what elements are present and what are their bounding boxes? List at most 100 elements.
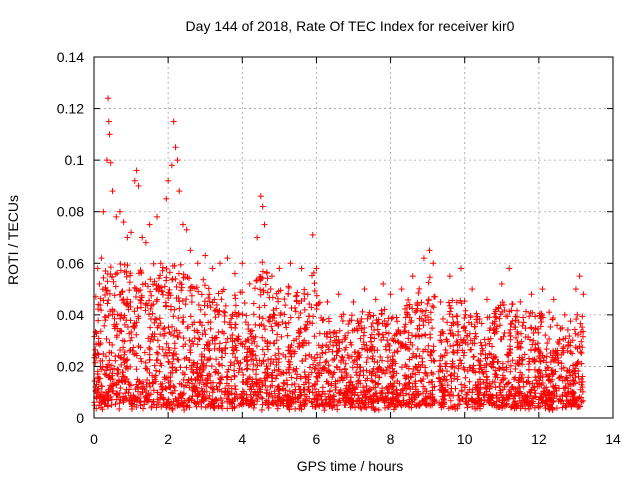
data-point — [123, 357, 130, 364]
data-point — [424, 300, 431, 307]
data-point — [194, 398, 201, 405]
data-point — [415, 290, 422, 297]
data-point — [384, 337, 391, 344]
data-point — [243, 338, 250, 345]
data-point — [194, 260, 201, 267]
data-point — [155, 322, 162, 329]
data-point — [333, 363, 340, 370]
data-point — [169, 405, 176, 412]
data-point — [468, 321, 475, 328]
data-point — [431, 358, 438, 365]
data-point — [374, 347, 381, 354]
data-point — [428, 369, 435, 376]
data-point — [173, 367, 180, 374]
data-point — [436, 399, 443, 406]
data-point — [187, 284, 194, 291]
data-point — [150, 260, 157, 267]
data-point — [215, 311, 222, 318]
y-tick-label: 0.1 — [65, 152, 85, 168]
data-point — [567, 318, 574, 325]
data-point — [194, 360, 201, 367]
data-points — [91, 95, 587, 414]
data-point — [335, 390, 342, 397]
data-point — [259, 203, 266, 210]
data-point — [379, 310, 386, 317]
data-point — [280, 379, 287, 386]
data-point — [578, 349, 585, 356]
data-point — [232, 386, 239, 393]
data-point — [249, 397, 256, 404]
data-point — [127, 337, 134, 344]
data-point — [250, 300, 257, 307]
data-point — [321, 407, 328, 414]
data-point — [96, 341, 103, 348]
data-point — [399, 343, 406, 350]
data-point — [212, 369, 219, 376]
data-point — [256, 304, 263, 311]
data-point — [196, 366, 203, 373]
data-point — [112, 283, 119, 290]
data-point — [125, 389, 132, 396]
data-point — [259, 315, 266, 322]
data-point — [171, 340, 178, 347]
y-axis-title: ROTI / TECUs — [5, 195, 21, 285]
data-point — [287, 314, 294, 321]
data-point — [455, 328, 462, 335]
data-point — [483, 379, 490, 386]
data-point — [430, 260, 437, 267]
data-point — [477, 350, 484, 357]
data-point — [492, 313, 499, 320]
data-point — [231, 367, 238, 374]
data-point — [322, 359, 329, 366]
data-point — [123, 386, 130, 393]
data-point — [427, 352, 434, 359]
data-point — [444, 319, 451, 326]
data-point — [402, 321, 409, 328]
data-point — [117, 347, 124, 354]
data-point — [146, 297, 153, 304]
data-point — [525, 366, 532, 373]
data-point — [429, 325, 436, 332]
data-point — [106, 131, 113, 138]
data-point — [446, 273, 453, 280]
data-point — [111, 292, 118, 299]
data-point — [509, 357, 516, 364]
data-point — [467, 312, 474, 319]
data-point — [141, 349, 148, 356]
data-point — [222, 302, 229, 309]
data-point — [282, 302, 289, 309]
data-point — [329, 357, 336, 364]
data-point — [154, 296, 161, 303]
data-point — [169, 323, 176, 330]
data-point — [103, 157, 110, 164]
data-point — [378, 311, 385, 318]
y-tick-label: 0 — [76, 410, 84, 426]
data-point — [277, 287, 284, 294]
data-point — [103, 287, 110, 294]
data-point — [156, 284, 163, 291]
data-point — [290, 337, 297, 344]
data-point — [302, 352, 309, 359]
data-point — [457, 297, 464, 304]
x-tick-label: 10 — [457, 431, 473, 447]
data-point — [119, 288, 126, 295]
data-point — [101, 371, 108, 378]
data-point — [253, 392, 260, 399]
data-point — [370, 312, 377, 319]
data-point — [452, 385, 459, 392]
data-point — [174, 157, 181, 164]
data-point — [342, 360, 349, 367]
data-point — [469, 286, 476, 293]
data-point — [257, 193, 264, 200]
data-point — [126, 279, 133, 286]
data-point — [292, 405, 299, 412]
data-point — [111, 365, 118, 372]
data-point — [506, 265, 513, 272]
data-point — [157, 272, 164, 279]
data-point — [567, 349, 574, 356]
data-point — [458, 265, 465, 272]
data-point — [251, 285, 258, 292]
data-point — [520, 319, 527, 326]
data-point — [238, 340, 245, 347]
data-point — [124, 324, 131, 331]
